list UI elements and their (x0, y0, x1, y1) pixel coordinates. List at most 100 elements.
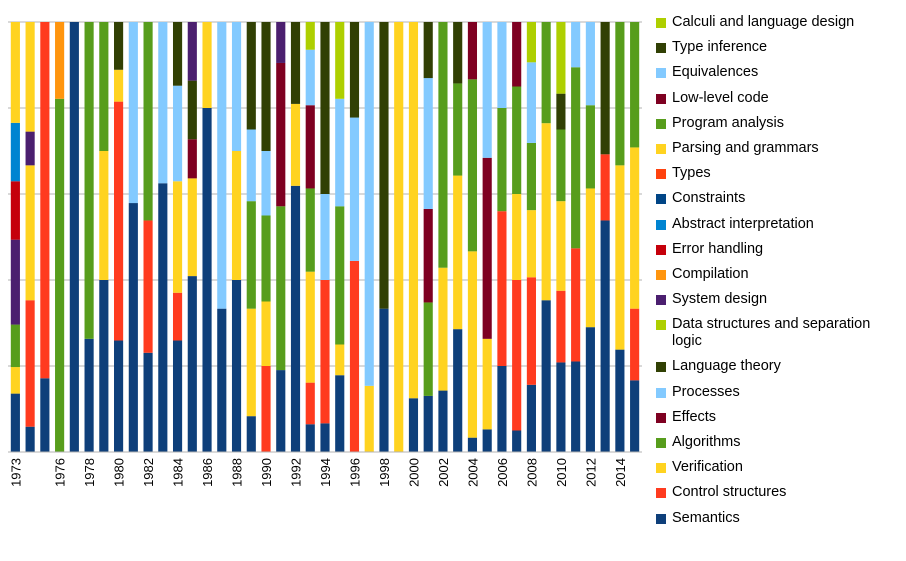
bar-segment (172, 22, 183, 86)
bar-segment (276, 22, 286, 63)
bar-segment (630, 380, 640, 452)
legend-item: Parsing and grammars (656, 140, 900, 157)
bar-segment (202, 108, 212, 452)
bar-segment (571, 248, 581, 362)
legend-label: Types (672, 165, 711, 182)
bar-segment (615, 349, 625, 452)
bar-segment (526, 210, 536, 278)
bar-segment (556, 362, 566, 452)
bar-segment (526, 142, 536, 211)
bar-segment (305, 271, 315, 383)
legend-swatch (656, 438, 666, 448)
bar-segment (25, 426, 35, 452)
legend-item: Program analysis (656, 115, 900, 132)
bar-segment (231, 22, 242, 151)
bar-segment (600, 22, 610, 155)
bar-segment (172, 340, 183, 452)
legend-label: Semantics (672, 509, 740, 526)
x-tick-label: 1998 (377, 458, 392, 487)
legend-swatch (656, 143, 666, 154)
bar-segment (438, 390, 448, 452)
legend-label: Compilation (672, 265, 749, 282)
bar-segment (423, 208, 433, 303)
bar-segment (114, 101, 124, 341)
bar-segment (305, 188, 315, 272)
legend-label: Language theory (672, 358, 781, 375)
legend-swatch (656, 18, 666, 28)
bar-segment (379, 22, 389, 309)
x-tick-label: 2004 (465, 458, 480, 487)
bar-segment (453, 175, 463, 330)
legend-item: Low-level code (656, 90, 900, 107)
legend-swatch (656, 488, 666, 499)
bar-segment (467, 79, 478, 252)
bar-segment (158, 183, 168, 452)
legend-item: Language theory (656, 358, 900, 375)
bar-segment (143, 220, 153, 353)
bar-segment (423, 22, 433, 79)
bar-segment (349, 22, 360, 118)
bar-segment (394, 22, 404, 452)
bar-segment (600, 220, 610, 452)
bar-segment (526, 384, 536, 452)
legend-swatch (656, 412, 666, 423)
bar-segment (512, 86, 522, 194)
bar-segment (335, 344, 345, 376)
bar-segment (467, 22, 478, 80)
bar-segment (25, 300, 35, 427)
legend-swatch (656, 295, 666, 306)
x-tick-label: 1980 (112, 458, 127, 487)
bar-segment (276, 370, 286, 452)
bar-segment (217, 22, 227, 309)
legend-swatch (656, 362, 666, 373)
bar-segment (305, 424, 315, 452)
bar-segment (276, 206, 286, 371)
bar-segment (305, 49, 315, 106)
legend-item: Abstract interpretation (656, 216, 900, 233)
bar-segment (25, 131, 35, 166)
bar-segment (453, 83, 463, 176)
bar-segment (453, 22, 463, 84)
bar-segment (40, 378, 50, 452)
bar-segment (261, 301, 271, 366)
x-tick-label: 2008 (524, 458, 539, 487)
bar-segment (526, 62, 536, 143)
bar-segment (114, 340, 124, 452)
bar-segment (55, 98, 65, 453)
bar-segment (600, 154, 610, 221)
legend-label: Calculi and language design (672, 14, 855, 30)
legend-label: Low-level code (672, 89, 769, 106)
legend-item: Calculi and language design (656, 14, 900, 31)
bar-segment (571, 361, 581, 452)
bar-segment (467, 437, 478, 452)
bar-segment (423, 78, 433, 209)
legend-item: Type inference (656, 39, 900, 56)
bar-segment (556, 93, 566, 130)
bar-segment (526, 277, 536, 385)
bar-segment (99, 151, 109, 280)
legend-item: Types (656, 165, 900, 182)
legend-label: Abstract interpretation (672, 215, 814, 232)
bar-segment (290, 103, 301, 186)
legend-swatch (656, 269, 666, 280)
bar-segment (158, 22, 168, 184)
bar-segment (497, 22, 507, 108)
legend-item: Control structures (656, 484, 900, 501)
bar-segment (187, 80, 197, 140)
legend-label: System design (672, 291, 768, 308)
legend-item: Compilation (656, 266, 900, 283)
bar-segment (408, 398, 419, 452)
bar-segment (217, 308, 227, 452)
legend-swatch (656, 118, 666, 129)
x-tick-label: 1982 (141, 458, 156, 487)
bar-segment (305, 105, 315, 189)
bar-segment (630, 147, 640, 309)
bar-segment (349, 117, 360, 261)
bar-segment (571, 22, 581, 68)
bar-segment (335, 22, 345, 99)
bar-segment (187, 139, 197, 179)
bar-segment (541, 300, 551, 452)
bar-segment (482, 22, 492, 158)
bar-segment (10, 181, 20, 240)
legend-label: Type inference (672, 39, 768, 56)
